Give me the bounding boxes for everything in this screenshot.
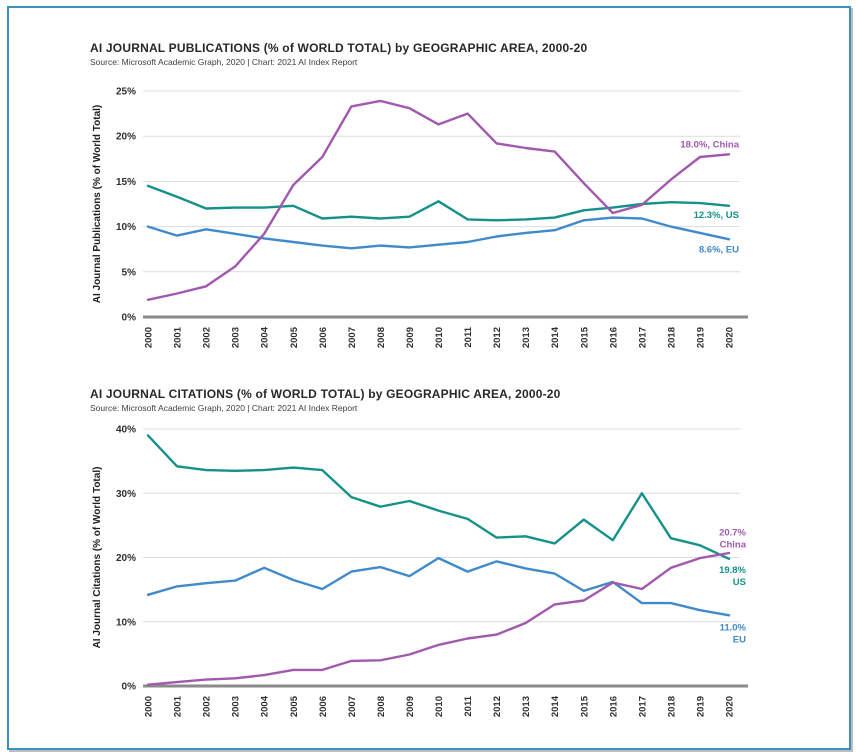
x-tick-label-2002: 2002 [202, 696, 213, 717]
x-tick-label-2013: 2013 [521, 327, 532, 348]
citations-chart-plot: 0% 10% 20% 30% 40% 2000 2001 2002 2003 2004 2005 20… [92, 425, 748, 717]
publications-chart-plot: 0% 5% 10% 15% 20% 25% 2000 2001 2002 2003 2004 2005… [92, 87, 748, 348]
x-tick-label-2009: 2009 [405, 327, 416, 348]
x-tick-label-2005: 2005 [289, 326, 300, 348]
x-tick-label-2011: 2011 [463, 326, 474, 347]
x-tick-label-2020: 2020 [725, 696, 736, 717]
x-tick-label-2012: 2012 [492, 696, 503, 717]
us-series-line [146, 184, 731, 222]
x-tick-label-2018: 2018 [666, 327, 677, 348]
x-tick-label-2010: 2010 [434, 696, 445, 717]
x-tick-label-2019: 2019 [695, 327, 706, 348]
x-tick-label-2010: 2010 [434, 327, 445, 348]
us-end-label: 12.3%, US [694, 210, 739, 221]
x-tick-label-2008: 2008 [376, 327, 387, 348]
x-tick-label-2000: 2000 [144, 327, 155, 348]
y-tick-label: 20% [116, 132, 136, 143]
page-border-frame [7, 6, 851, 750]
eu-end-label: 11.0% [720, 622, 747, 633]
x-tick-label-2015: 2015 [579, 326, 590, 348]
x-tick-label-2011: 2011 [463, 695, 474, 716]
x-tick-label-2001: 2001 [173, 326, 184, 348]
y-axis-title: AI Journal Citations (% of World Total) [92, 467, 103, 649]
y-tick-label: 5% [122, 267, 137, 278]
china-end-label: 20.7% [719, 528, 746, 539]
x-tick-label-2016: 2016 [608, 696, 619, 717]
x-tick-label-2006: 2006 [318, 327, 329, 348]
x-tick-label-2017: 2017 [637, 696, 648, 717]
x-tick-label-2003: 2003 [231, 696, 242, 717]
x-tick-label-2008: 2008 [376, 696, 387, 717]
x-tick-label-2006: 2006 [318, 696, 329, 717]
x-tick-label-2014: 2014 [550, 695, 561, 717]
us-series-line [146, 434, 731, 561]
x-tick-label-2004: 2004 [260, 695, 271, 717]
y-tick-label: 0% [122, 313, 137, 324]
x-tick-label-2005: 2005 [289, 695, 300, 717]
eu-end-label: 8.6%, EU [699, 244, 739, 255]
us-end-label: US [733, 577, 746, 588]
citations-chart-title: AI JOURNAL CITATIONS (% of WORLD TOTAL) … [90, 387, 561, 401]
y-tick-label: 40% [116, 425, 136, 436]
x-tick-label-2017: 2017 [637, 327, 648, 348]
x-tick-label-2009: 2009 [405, 696, 416, 717]
x-tick-label-2014: 2014 [550, 326, 561, 348]
publications-chart-title: AI JOURNAL PUBLICATIONS (% of WORLD TOTA… [90, 41, 588, 55]
x-tick-label-2004: 2004 [260, 326, 271, 348]
x-tick-label-2016: 2016 [608, 327, 619, 348]
y-tick-label: 10% [116, 222, 136, 233]
x-tick-label-2001: 2001 [173, 695, 184, 717]
y-tick-label: 10% [116, 617, 136, 628]
y-tick-label: 15% [116, 177, 136, 188]
us-end-label: 19.8% [719, 565, 746, 576]
x-tick-label-2020: 2020 [725, 327, 736, 348]
eu-series-line [146, 216, 731, 250]
x-tick-label-2019: 2019 [695, 696, 706, 717]
china-series-line [146, 99, 731, 302]
y-tick-label: 25% [116, 87, 136, 98]
y-tick-label: 30% [116, 489, 136, 500]
y-axis-title: AI Journal Publications (% of World Tota… [92, 105, 103, 304]
eu-series-line [146, 556, 731, 617]
china-end-label: 18.0%, China [680, 139, 739, 150]
publications-chart-source: Source: Microsoft Academic Graph, 2020 |… [90, 57, 358, 67]
citations-chart-source: Source: Microsoft Academic Graph, 2020 |… [90, 403, 358, 413]
x-tick-label-2002: 2002 [202, 327, 213, 348]
x-tick-label-2018: 2018 [666, 696, 677, 717]
china-series-line [146, 551, 731, 686]
eu-end-label: EU [733, 634, 746, 645]
x-tick-label-2007: 2007 [347, 696, 358, 717]
x-tick-label-2007: 2007 [347, 327, 358, 348]
y-tick-label: 20% [116, 553, 136, 564]
x-tick-label-2013: 2013 [521, 696, 532, 717]
china-end-label: China [720, 540, 747, 551]
x-tick-label-2012: 2012 [492, 327, 503, 348]
x-tick-label-2003: 2003 [231, 327, 242, 348]
x-tick-label-2000: 2000 [144, 696, 155, 717]
y-tick-label: 0% [122, 682, 137, 693]
x-tick-label-2015: 2015 [579, 695, 590, 717]
